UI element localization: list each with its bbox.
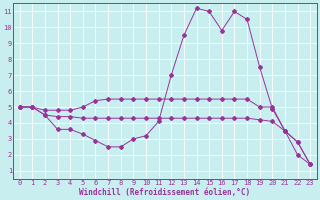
X-axis label: Windchill (Refroidissement éolien,°C): Windchill (Refroidissement éolien,°C) — [79, 188, 251, 197]
